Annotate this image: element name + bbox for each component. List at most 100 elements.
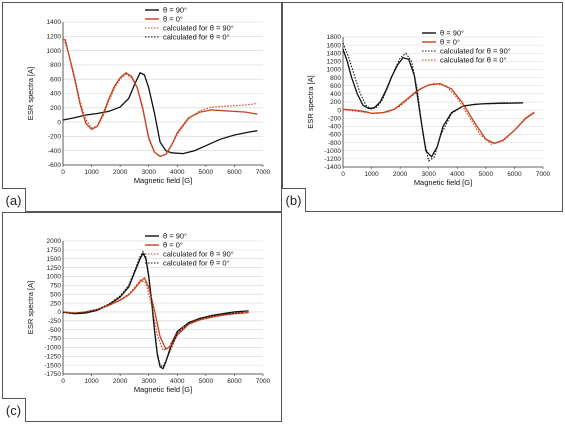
x-tick-label: 4000 (170, 169, 185, 176)
y-tick-label: -200 (328, 115, 341, 122)
series-line-1 (342, 83, 535, 145)
y-tick-label: -750 (48, 336, 61, 343)
x-tick-label: 1000 (364, 171, 379, 178)
y-tick-label: 1500 (47, 256, 62, 263)
panel-c-tag: (c) (2, 398, 26, 422)
y-tick-label: -400 (48, 148, 61, 155)
y-tick-label: -1250 (44, 353, 61, 360)
y-tick-label: 800 (50, 62, 61, 69)
legend-label: calculated for θ = 90° (440, 47, 511, 56)
y-tick-label: -200 (48, 134, 61, 141)
x-tick-label: 5000 (199, 169, 214, 176)
series-line-3 (62, 250, 244, 368)
x-tick-label: 3000 (141, 378, 156, 385)
legend-label: θ = 90° (440, 29, 464, 38)
legend-label: θ = 90° (163, 6, 187, 15)
series-line-3 (342, 82, 535, 145)
panel-a-frame (2, 2, 282, 212)
x-tick-label: 3000 (421, 171, 436, 178)
series-line-2 (62, 279, 249, 351)
legend-label: calculated for θ = 90° (163, 250, 234, 259)
panel-b-frame (282, 2, 563, 212)
x-tick-label: 7000 (536, 171, 551, 178)
y-tick-label: 600 (330, 83, 341, 90)
y-tick-label: -400 (328, 124, 341, 131)
legend-label: calculated for θ = 0° (163, 33, 230, 42)
y-tick-label: 1400 (47, 19, 62, 26)
legend-label: θ = 0° (163, 15, 183, 24)
chart-0: -600 -400 -200 0 200 400 600 800 1000 1200 1400 0 10… (26, 6, 271, 185)
y-tick-label: -1500 (44, 362, 61, 369)
x-tick-label: 7000 (256, 169, 271, 176)
x-tick-label: 1000 (84, 378, 99, 385)
x-axis-title: Magnetic field [G] (414, 178, 472, 187)
y-tick-label: 1250 (47, 265, 62, 272)
x-tick-label: 5000 (199, 378, 214, 385)
y-tick-label: 0 (57, 119, 61, 126)
panel-b-tag: (b) (282, 188, 306, 212)
y-tick-label: -1000 (324, 148, 341, 155)
y-tick-label: 2000 (47, 238, 62, 245)
y-tick-label: 200 (330, 99, 341, 106)
legend-label: θ = 0° (163, 241, 183, 250)
series-line-0 (62, 71, 258, 155)
y-tick-label: 0 (337, 107, 341, 114)
y-axis-title: ESR spectra [A] (26, 281, 35, 334)
y-tick-label: 200 (50, 105, 61, 112)
y-tick-label: 500 (50, 291, 61, 298)
x-tick-label: 2000 (113, 378, 128, 385)
x-axis-title: Magnetic field [G] (134, 385, 192, 394)
panel-c-frame (2, 212, 282, 422)
x-tick-label: 6000 (507, 171, 522, 178)
y-tick-label: -600 (328, 132, 341, 139)
series-line-1 (62, 38, 258, 158)
y-axis-title: ESR spectra [A] (26, 67, 35, 120)
y-tick-label: 1000 (47, 48, 62, 55)
panel-a-tag: (a) (2, 188, 26, 212)
legend-label: θ = 0° (440, 38, 460, 47)
y-tick-label: 1750 (47, 247, 62, 254)
y-tick-label: -1200 (324, 156, 341, 163)
chart-1: -1400-1200-1000-800-600-400-200020040060… (306, 29, 551, 187)
legend-label: θ = 90° (163, 232, 187, 241)
y-tick-label: 250 (50, 300, 61, 307)
y-tick-label: 750 (50, 283, 61, 290)
x-tick-label: 6000 (227, 169, 242, 176)
legend-label: calculated for θ = 0° (440, 56, 507, 65)
x-tick-label: 7000 (256, 378, 271, 385)
series-line-2 (342, 42, 524, 162)
y-tick-label: 1400 (327, 50, 342, 57)
y-tick-label: 400 (50, 91, 61, 98)
x-tick-label: 0 (341, 171, 345, 178)
x-tick-label: 4000 (170, 378, 185, 385)
y-tick-label: -800 (328, 140, 341, 147)
chart-2: -1750-1500-1250-1000-750-500-25002505007… (26, 232, 271, 394)
y-tick-label: 1200 (327, 59, 342, 66)
y-tick-label: -250 (48, 318, 61, 325)
x-tick-label: 6000 (227, 378, 242, 385)
y-tick-label: 400 (330, 91, 341, 98)
series-line-2 (62, 36, 258, 158)
y-tick-label: 1000 (327, 67, 342, 74)
y-tick-label: 800 (330, 75, 341, 82)
y-axis-title: ESR spectra [A] (306, 75, 315, 128)
x-axis-title: Magnetic field [G] (134, 176, 192, 185)
y-tick-label: 0 (57, 309, 61, 316)
x-tick-label: 4000 (450, 171, 465, 178)
y-tick-label: 600 (50, 76, 61, 83)
x-tick-label: 3000 (141, 169, 156, 176)
y-tick-label: -1400 (324, 164, 341, 171)
series-line-0 (342, 48, 524, 158)
x-tick-label: 0 (61, 378, 65, 385)
y-tick-label: -600 (48, 162, 61, 169)
y-tick-label: 1600 (327, 42, 342, 49)
legend-label: calculated for θ = 0° (163, 259, 230, 268)
x-tick-label: 5000 (479, 171, 494, 178)
x-tick-label: 1000 (84, 169, 99, 176)
y-tick-label: 1200 (47, 34, 62, 41)
x-tick-label: 0 (61, 169, 65, 176)
y-tick-label: -500 (48, 327, 61, 334)
legend-label: calculated for θ = 90° (163, 24, 234, 33)
y-tick-label: 1000 (47, 274, 62, 281)
